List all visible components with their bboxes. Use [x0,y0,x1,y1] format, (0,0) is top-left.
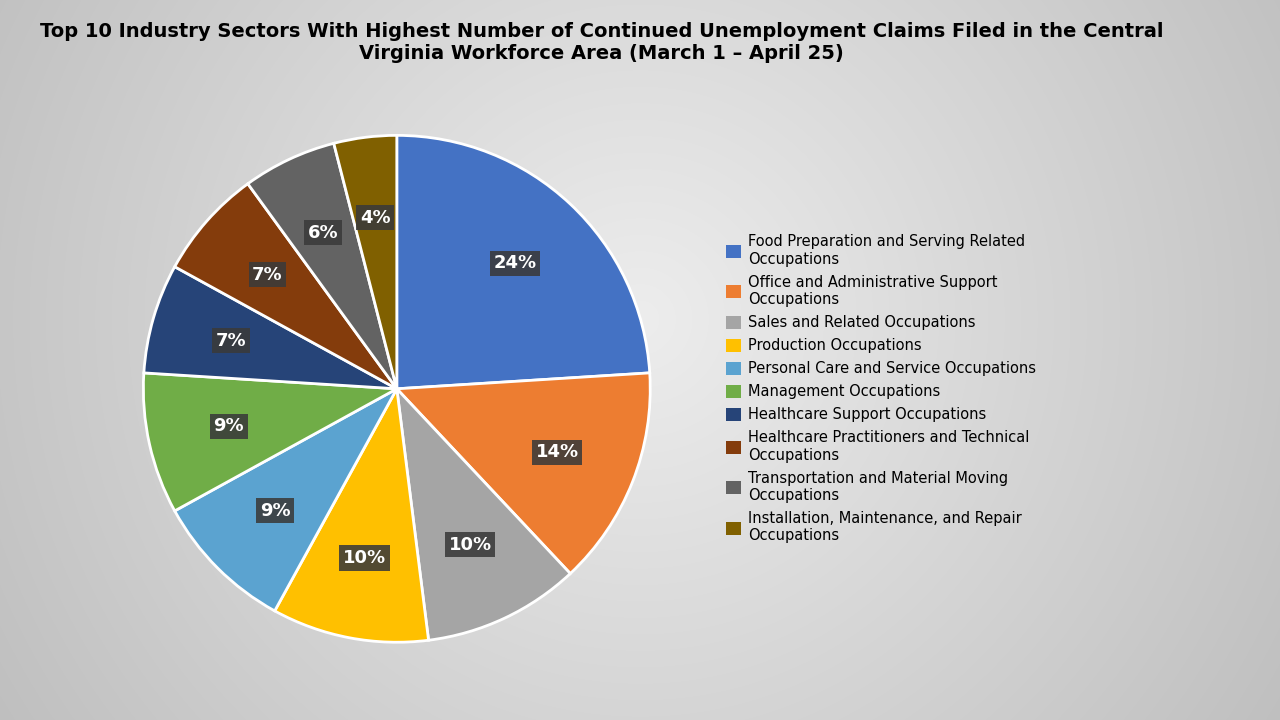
Wedge shape [143,373,397,511]
Wedge shape [143,266,397,389]
Wedge shape [397,373,650,574]
Text: 10%: 10% [448,536,492,554]
Wedge shape [334,135,397,389]
Text: 24%: 24% [493,254,536,272]
Wedge shape [248,143,397,389]
Text: 4%: 4% [360,209,390,227]
Text: 6%: 6% [308,224,339,242]
Wedge shape [397,135,650,389]
Text: 9%: 9% [260,502,291,520]
Wedge shape [174,389,397,611]
Text: 7%: 7% [216,332,247,350]
Wedge shape [397,389,571,640]
Text: 14%: 14% [535,444,579,462]
Text: 9%: 9% [214,418,244,436]
Legend: Food Preparation and Serving Related
Occupations, Office and Administrative Supp: Food Preparation and Serving Related Occ… [726,234,1036,544]
Text: 10%: 10% [343,549,387,567]
Text: Top 10 Industry Sectors With Highest Number of Continued Unemployment Claims Fil: Top 10 Industry Sectors With Highest Num… [40,22,1164,63]
Wedge shape [275,389,429,642]
Wedge shape [174,184,397,389]
Text: 7%: 7% [252,266,283,284]
